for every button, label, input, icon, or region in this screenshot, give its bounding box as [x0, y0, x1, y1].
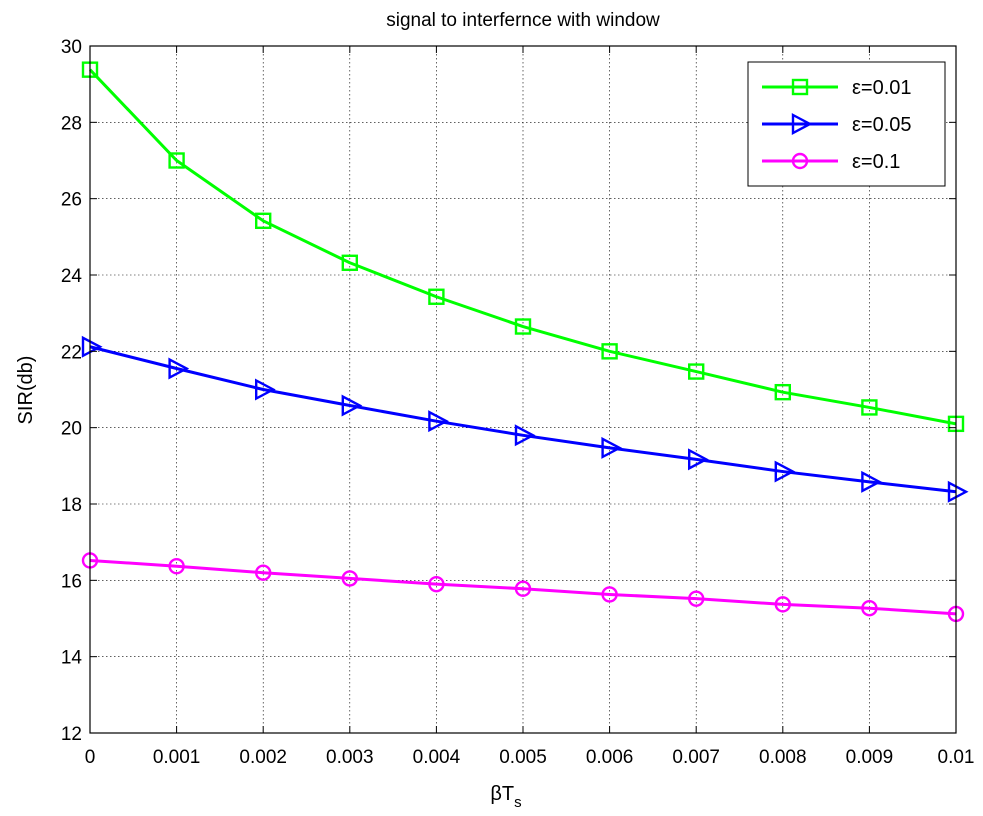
data-point-marker	[168, 152, 185, 169]
x-axis-label: βTs	[490, 783, 521, 811]
data-point-marker	[341, 570, 358, 587]
series-layer	[81, 61, 969, 623]
y-tick-label: 30	[61, 37, 82, 58]
data-point-marker	[341, 254, 358, 271]
legend-swatch-marker	[791, 152, 809, 170]
x-tick-label: 0.008	[759, 747, 807, 768]
legend-label: ε=0.05	[852, 114, 912, 136]
data-point-marker	[861, 399, 878, 416]
data-point-marker	[774, 383, 791, 401]
series-line	[88, 68, 957, 426]
data-point-marker	[861, 599, 878, 617]
legend: ε=0.01 ε=0.05 ε=0.1	[747, 61, 946, 187]
data-point-marker	[688, 590, 705, 607]
data-point-marker	[255, 212, 272, 230]
legend-entry: ε=0.1	[762, 151, 900, 173]
legend-swatch-marker	[791, 78, 809, 96]
data-point-marker	[688, 363, 705, 380]
legend-label: ε=0.01	[852, 77, 912, 99]
y-axis-label: SIR(db)	[15, 356, 37, 425]
y-tick-label: 20	[61, 419, 82, 440]
legend-entry: ε=0.01	[762, 77, 912, 99]
y-tick-label: 26	[61, 190, 82, 211]
x-tick-label: 0.009	[846, 747, 894, 768]
data-point-marker	[341, 394, 363, 417]
x-tick-label: 0.01	[938, 747, 975, 768]
x-tick-label: 0	[85, 747, 96, 768]
legend-swatch-marker	[791, 113, 813, 135]
series-line	[89, 345, 957, 494]
legend-entry: ε=0.05	[762, 113, 912, 136]
x-tick-label: 0.004	[413, 747, 461, 768]
data-point-marker	[168, 558, 185, 575]
data-point-marker	[428, 575, 445, 593]
data-point-marker	[255, 564, 272, 581]
data-point-marker	[774, 596, 791, 613]
y-tick-label: 28	[61, 113, 82, 134]
y-tick-label: 12	[61, 724, 82, 745]
y-tick-label: 14	[61, 648, 83, 669]
x-tick-label: 0.006	[586, 747, 634, 768]
y-tick-label: 22	[61, 342, 82, 363]
data-point-marker	[601, 436, 623, 459]
data-point-marker	[947, 480, 969, 503]
y-tick-label: 18	[61, 495, 82, 516]
y-tick-label: 24	[61, 266, 83, 287]
x-tick-label: 0.003	[326, 747, 374, 768]
x-tick-label: 0.001	[153, 747, 201, 768]
chart-title: signal to interfernce with window	[386, 10, 660, 31]
legend-items: ε=0.01 ε=0.05 ε=0.1	[762, 77, 912, 173]
data-point-marker	[428, 288, 445, 305]
axis-ticks: 0 0.001 0.002 0.003 0.004 0.005 0.006 0.007 0.00…	[61, 37, 975, 768]
x-tick-label: 0.005	[499, 747, 547, 768]
series-3	[81, 552, 965, 623]
data-point-marker	[514, 318, 532, 335]
data-point-marker	[861, 470, 882, 493]
series-1	[81, 61, 965, 433]
data-point-marker	[514, 424, 536, 447]
x-tick-label: 0.002	[239, 747, 287, 768]
data-point-marker	[601, 586, 618, 603]
series-2	[81, 335, 969, 503]
x-axis-label-subscript: s	[514, 794, 522, 811]
series-line	[89, 558, 957, 616]
grid	[90, 46, 956, 733]
data-point-marker	[168, 357, 190, 380]
data-point-marker	[255, 378, 276, 401]
x-tick-label: 0.007	[672, 747, 720, 768]
data-point-marker	[601, 343, 618, 360]
data-point-marker	[688, 448, 709, 471]
x-axis-label-main: βT	[490, 783, 514, 805]
legend-label: ε=0.1	[852, 151, 900, 173]
data-point-marker	[774, 460, 796, 483]
data-point-marker	[428, 410, 449, 433]
data-point-marker	[514, 580, 532, 597]
y-tick-label: 16	[61, 571, 82, 592]
